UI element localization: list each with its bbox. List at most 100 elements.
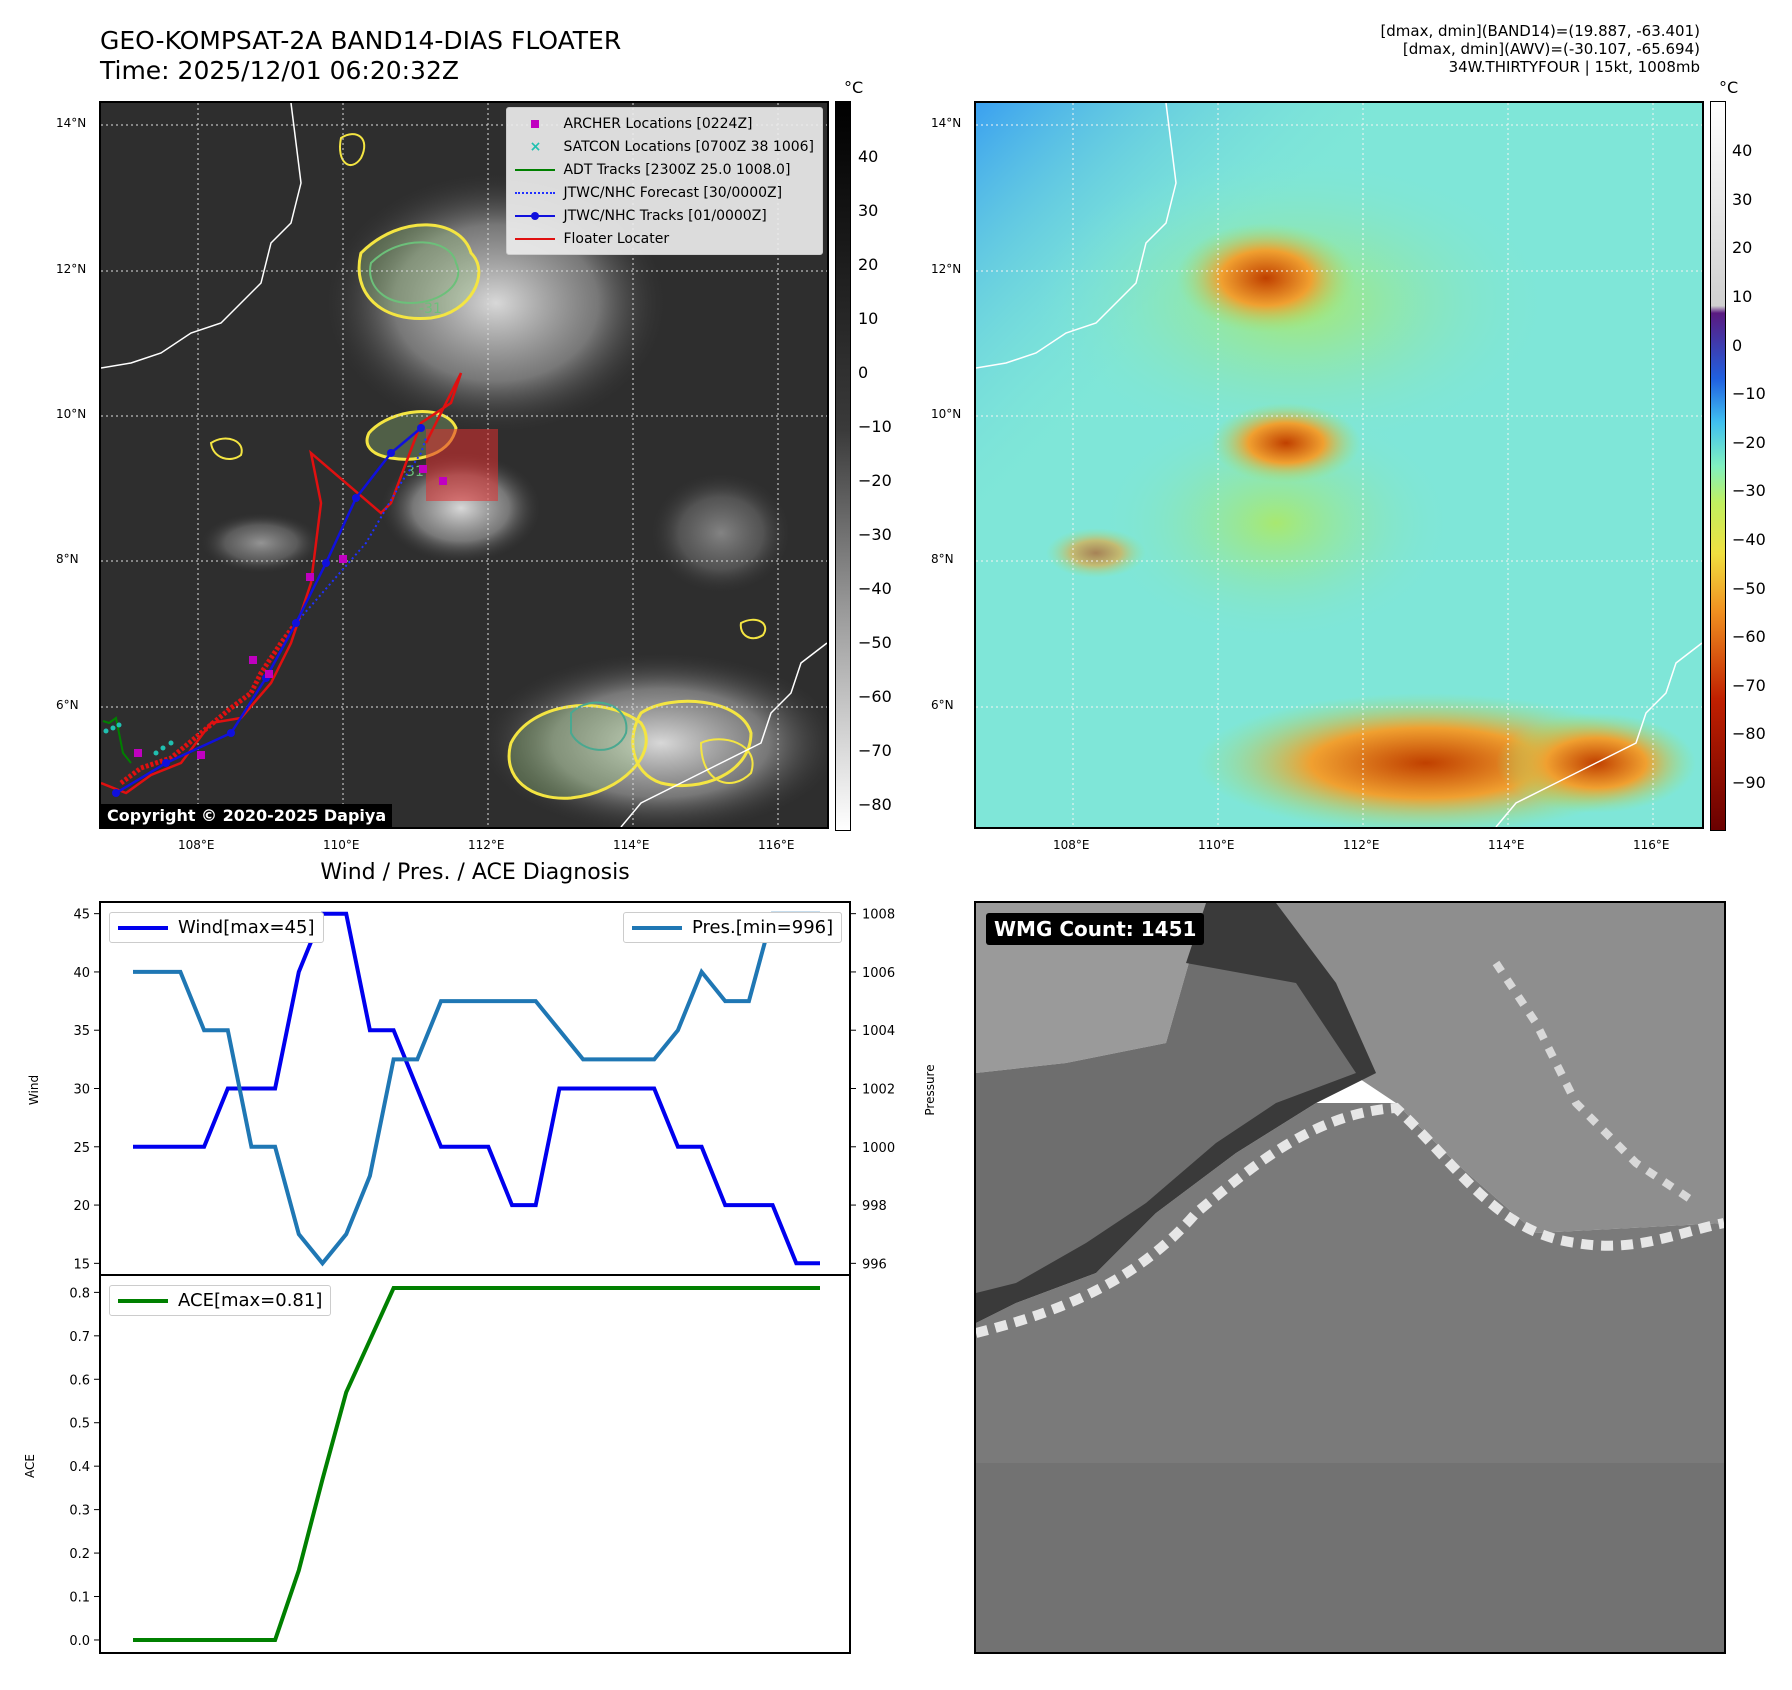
wmg-image	[976, 903, 1724, 1652]
jtwc-forecast-track	[295, 437, 427, 624]
wv-tick: 10	[1732, 287, 1753, 306]
lon-label: 112°E	[1343, 838, 1380, 852]
wv-tick: −50	[1732, 579, 1766, 598]
pressure-tick-label: 1000	[862, 1141, 895, 1156]
lat-label: 10°N	[931, 407, 962, 421]
lat-label: 12°N	[56, 262, 87, 276]
info-block: [dmax, dmin](BAND14)=(19.887, -63.401) […	[1380, 22, 1700, 76]
wv-tick: −90	[1732, 773, 1766, 792]
ir-tick: −30	[858, 525, 892, 544]
cold-cloud-contour	[570, 701, 628, 751]
wv-tick: 30	[1732, 190, 1753, 209]
ace-tick-label: 0.0	[69, 1634, 90, 1649]
cold-cloud-contour	[699, 738, 754, 784]
ace-legend: ACE[max=0.81]	[109, 1285, 332, 1316]
lat-label: 10°N	[56, 407, 87, 421]
cold-cloud-contour	[209, 437, 243, 460]
coastline	[101, 103, 302, 369]
cold-cloud-contour	[339, 133, 366, 166]
wmg-region	[976, 1463, 1724, 1652]
ace-tick-label: 0.5	[69, 1417, 90, 1432]
wv-tick: 20	[1732, 238, 1753, 257]
cold-cloud-contour	[739, 618, 767, 640]
wv-tick: −80	[1732, 724, 1766, 743]
info-line-storm: 34W.THIRTYFOUR | 15kt, 1008mb	[1448, 58, 1700, 76]
adt-track	[102, 716, 132, 764]
legend-entry-archer: ARCHER Locations [0224Z]	[515, 112, 814, 135]
ace-axis-label: ACE	[23, 1454, 37, 1478]
ir-tick: 40	[858, 147, 879, 166]
cloud-mass	[201, 513, 321, 573]
ace-tick-label: 0.2	[69, 1547, 90, 1562]
wmg-panel: WMG Count: 1451	[974, 901, 1726, 1654]
ir-map-panel: -31 -31	[99, 101, 829, 829]
legend-entry-tracks: JTWC/NHC Tracks [01/0000Z]	[515, 204, 814, 227]
ir-tick: −10	[858, 417, 892, 436]
cloud-mass	[651, 473, 791, 593]
wind-tick-label: 15	[73, 1257, 90, 1272]
lon-label: 108°E	[178, 838, 215, 852]
lon-label: 112°E	[468, 838, 505, 852]
cloud-mass	[481, 653, 827, 827]
ir-tick: −40	[858, 579, 892, 598]
wv-tick: −10	[1732, 384, 1766, 403]
wind-tick-label: 30	[73, 1083, 90, 1098]
ace-tick-label: 0.1	[69, 1591, 90, 1606]
legend-entry-floater: Floater Locater	[515, 227, 814, 250]
wmg-bright-edge	[1492, 960, 1699, 1207]
wv-cold-top	[1046, 528, 1146, 578]
wv-tick: −60	[1732, 627, 1766, 646]
wmg-dry-band	[976, 903, 1376, 1323]
legend-entry-forecast: JTWC/NHC Forecast [30/0000Z]	[515, 181, 814, 204]
pressure-tick-label: 1004	[862, 1024, 895, 1039]
wind-tick-label: 25	[73, 1141, 90, 1156]
ace-axes	[99, 1274, 851, 1654]
wv-cold-top	[1211, 403, 1361, 483]
archer-markers	[134, 465, 447, 759]
wv-tick: 0	[1732, 336, 1743, 355]
figure-title: GEO-KOMPSAT-2A BAND14-DIAS FLOATER	[100, 26, 622, 55]
wv-moist-region	[1096, 403, 1456, 643]
ir-colorbar	[835, 101, 851, 831]
floater-box	[426, 429, 498, 501]
ir-tick: −80	[858, 795, 892, 814]
coastline	[1495, 642, 1702, 827]
lon-label: 116°E	[1633, 838, 1670, 852]
diagnosis-title: Wind / Pres. / ACE Diagnosis	[320, 860, 630, 885]
legend-entry-adt: ADT Tracks [2300Z 25.0 1008.0]	[515, 158, 814, 181]
lat-label: 14°N	[931, 116, 962, 130]
wmg-region	[976, 903, 1376, 1323]
lat-label: 8°N	[931, 552, 954, 566]
ir-tick: 0	[858, 363, 869, 382]
cold-cloud-contour	[369, 241, 460, 305]
ace-series-line	[133, 1286, 820, 1642]
wmg-region	[976, 903, 1206, 1073]
wind-pressure-axes	[99, 901, 851, 1276]
diagnosis-chart: Wind Pressure ACE 45 40 35 30 25 20 15 1008 100…	[23, 901, 937, 1654]
ace-tick-label: 0.3	[69, 1504, 90, 1519]
wv-tick: −70	[1732, 676, 1766, 695]
lon-label: 116°E	[758, 838, 795, 852]
ir-tick: −20	[858, 471, 892, 490]
map-legend: ARCHER Locations [0224Z] × SATCON Locati…	[506, 107, 823, 255]
coastline	[620, 642, 827, 827]
cold-cloud-contour	[631, 699, 753, 788]
lon-label: 110°E	[1198, 838, 1235, 852]
legend-entry-satcon: × SATCON Locations [0700Z 38 1006]	[529, 138, 814, 155]
pressure-legend-box: Pres.[min=996]	[623, 912, 843, 943]
satcon-markers	[103, 722, 174, 756]
ir-colorbar-unit: °C	[844, 78, 864, 97]
lat-label: 14°N	[56, 116, 87, 130]
lat-label: 12°N	[931, 262, 962, 276]
wv-map-image	[976, 103, 1702, 827]
lon-label: 108°E	[1053, 838, 1090, 852]
wv-tick: −20	[1732, 433, 1766, 452]
lon-label: 114°E	[613, 838, 650, 852]
wmg-bright-edge	[976, 1102, 1724, 1338]
ace-legend-swatch	[118, 1298, 168, 1303]
copyright-badge: Copyright © 2020-2025 Dapiya	[101, 804, 393, 827]
floater-locater-cluster	[119, 621, 298, 785]
wind-legend: Wind[max=45]	[109, 912, 324, 943]
info-line-awv: [dmax, dmin](AWV)=(-30.107, -65.694)	[1402, 40, 1700, 58]
wv-colorbar	[1710, 101, 1726, 831]
